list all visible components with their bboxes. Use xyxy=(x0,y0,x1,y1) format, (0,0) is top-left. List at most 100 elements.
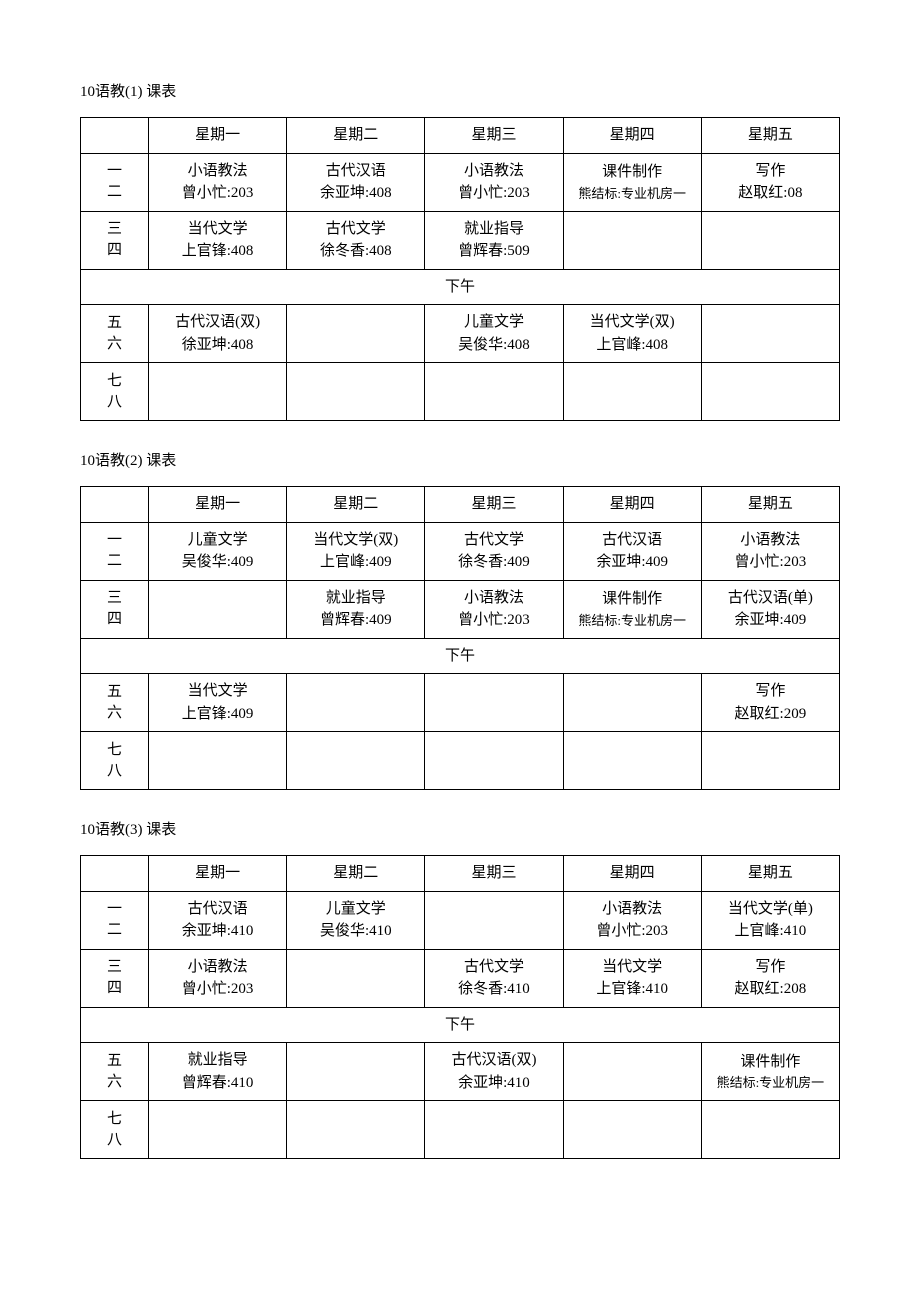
timetable-row: 七八 xyxy=(81,1101,840,1159)
teacher-room: 曾辉春:410 xyxy=(151,1072,284,1095)
period-label: 五六 xyxy=(81,305,149,363)
period-label: 一二 xyxy=(81,891,149,949)
timetable-title: 10语教(2) 课表 xyxy=(80,449,840,470)
timetable-cell xyxy=(149,580,287,638)
timetable-cell: 写作赵取红:208 xyxy=(701,949,839,1007)
period-label: 三四 xyxy=(81,211,149,269)
timetable-cell xyxy=(149,732,287,790)
timetable-cell xyxy=(563,1043,701,1101)
teacher-room: 曾小忙:203 xyxy=(151,978,284,1001)
day-header: 星期一 xyxy=(149,856,287,892)
timetable-cell xyxy=(287,949,425,1007)
course-name: 古代文学 xyxy=(427,956,560,979)
timetable-title: 10语教(3) 课表 xyxy=(80,818,840,839)
teacher-room: 曾小忙:203 xyxy=(566,920,699,943)
teacher-room: 徐冬香:408 xyxy=(289,240,422,263)
course-name: 儿童文学 xyxy=(427,311,560,334)
timetable-cell: 课件制作熊结标:专业机房一 xyxy=(563,580,701,638)
course-name: 古代汉语(双) xyxy=(151,311,284,334)
timetable-cell xyxy=(287,1101,425,1159)
timetable-cell: 小语教法曾小忙:203 xyxy=(701,522,839,580)
timetable-row: 三四当代文学上官锋:408古代文学徐冬香:408就业指导曾辉春:509 xyxy=(81,211,840,269)
timetable-cell: 小语教法曾小忙:203 xyxy=(149,153,287,211)
teacher-room: 徐亚坤:408 xyxy=(151,334,284,357)
day-header: 星期一 xyxy=(149,487,287,523)
teacher-room: 曾小忙:203 xyxy=(427,182,560,205)
afternoon-label: 下午 xyxy=(81,269,840,305)
teacher-room: 上官锋:408 xyxy=(151,240,284,263)
timetable-block: 10语教(2) 课表星期一星期二星期三星期四星期五一二儿童文学吴俊华:409当代… xyxy=(80,449,840,790)
timetable-cell: 小语教法曾小忙:203 xyxy=(425,153,563,211)
timetable-cell: 古代汉语(单)余亚坤:409 xyxy=(701,580,839,638)
timetable-cell: 当代文学上官锋:408 xyxy=(149,211,287,269)
course-name: 写作 xyxy=(704,680,837,703)
day-header: 星期五 xyxy=(701,856,839,892)
course-name: 写作 xyxy=(704,956,837,979)
header-row: 星期一星期二星期三星期四星期五 xyxy=(81,487,840,523)
course-name: 古代汉语(单) xyxy=(704,587,837,610)
timetable-cell: 当代文学上官锋:409 xyxy=(149,674,287,732)
course-name: 小语教法 xyxy=(704,529,837,552)
timetable-row: 一二儿童文学吴俊华:409当代文学(双)上官峰:409古代文学徐冬香:409古代… xyxy=(81,522,840,580)
timetable-cell: 课件制作熊结标:专业机房一 xyxy=(563,153,701,211)
timetable-cell: 古代文学徐冬香:408 xyxy=(287,211,425,269)
timetable-cell xyxy=(287,732,425,790)
teacher-room: 赵取红:208 xyxy=(704,978,837,1001)
teacher-room: 曾小忙:203 xyxy=(427,609,560,632)
timetable-cell xyxy=(287,1043,425,1101)
teacher-room: 曾辉春:509 xyxy=(427,240,560,263)
timetable-cell: 古代汉语(双)余亚坤:410 xyxy=(425,1043,563,1101)
timetable-cell: 古代汉语余亚坤:410 xyxy=(149,891,287,949)
course-name: 就业指导 xyxy=(427,218,560,241)
course-name: 小语教法 xyxy=(566,898,699,921)
course-name: 儿童文学 xyxy=(289,898,422,921)
timetable-cell xyxy=(425,1101,563,1159)
period-label: 一二 xyxy=(81,522,149,580)
timetable-title: 10语教(1) 课表 xyxy=(80,80,840,101)
timetable-cell xyxy=(701,363,839,421)
timetable-cell: 古代文学徐冬香:410 xyxy=(425,949,563,1007)
teacher-room: 吴俊华:408 xyxy=(427,334,560,357)
timetable-cell: 写作赵取红:209 xyxy=(701,674,839,732)
day-header: 星期二 xyxy=(287,856,425,892)
afternoon-label: 下午 xyxy=(81,638,840,674)
period-label: 三四 xyxy=(81,949,149,1007)
course-name: 当代文学(双) xyxy=(566,311,699,334)
timetable-cell xyxy=(563,363,701,421)
timetable-cell: 小语教法曾小忙:203 xyxy=(563,891,701,949)
teacher-room: 上官峰:409 xyxy=(289,551,422,574)
timetable-cell: 当代文学(单)上官峰:410 xyxy=(701,891,839,949)
header-row: 星期一星期二星期三星期四星期五 xyxy=(81,856,840,892)
timetable-cell: 古代文学徐冬香:409 xyxy=(425,522,563,580)
course-name: 小语教法 xyxy=(427,587,560,610)
timetable-cell xyxy=(149,363,287,421)
teacher-room: 曾小忙:203 xyxy=(151,182,284,205)
timetable-cell: 课件制作熊结标:专业机房一 xyxy=(701,1043,839,1101)
teacher-room: 余亚坤:409 xyxy=(704,609,837,632)
course-name: 古代汉语 xyxy=(289,160,422,183)
course-name: 小语教法 xyxy=(151,956,284,979)
timetable-cell xyxy=(287,363,425,421)
timetable-cell xyxy=(701,1101,839,1159)
timetable-row: 五六就业指导曾辉春:410 古代汉语(双)余亚坤:410 课件制作熊结标:专业机… xyxy=(81,1043,840,1101)
teacher-room: 吴俊华:409 xyxy=(151,551,284,574)
timetable-cell xyxy=(563,211,701,269)
timetable-cell xyxy=(287,674,425,732)
period-label: 五六 xyxy=(81,1043,149,1101)
afternoon-label: 下午 xyxy=(81,1007,840,1043)
corner-cell xyxy=(81,856,149,892)
course-name: 写作 xyxy=(704,160,837,183)
course-name: 当代文学(单) xyxy=(704,898,837,921)
timetable-cell xyxy=(563,674,701,732)
course-name: 课件制作 xyxy=(566,588,699,611)
timetable-cell xyxy=(563,1101,701,1159)
day-header: 星期四 xyxy=(563,856,701,892)
timetable-cell: 儿童文学吴俊华:408 xyxy=(425,305,563,363)
timetable-cell xyxy=(701,305,839,363)
period-label: 七八 xyxy=(81,1101,149,1159)
teacher-room: 上官峰:410 xyxy=(704,920,837,943)
timetable: 星期一星期二星期三星期四星期五一二儿童文学吴俊华:409当代文学(双)上官峰:4… xyxy=(80,486,840,790)
teacher-room: 上官峰:408 xyxy=(566,334,699,357)
day-header: 星期二 xyxy=(287,118,425,154)
timetable-cell xyxy=(287,305,425,363)
